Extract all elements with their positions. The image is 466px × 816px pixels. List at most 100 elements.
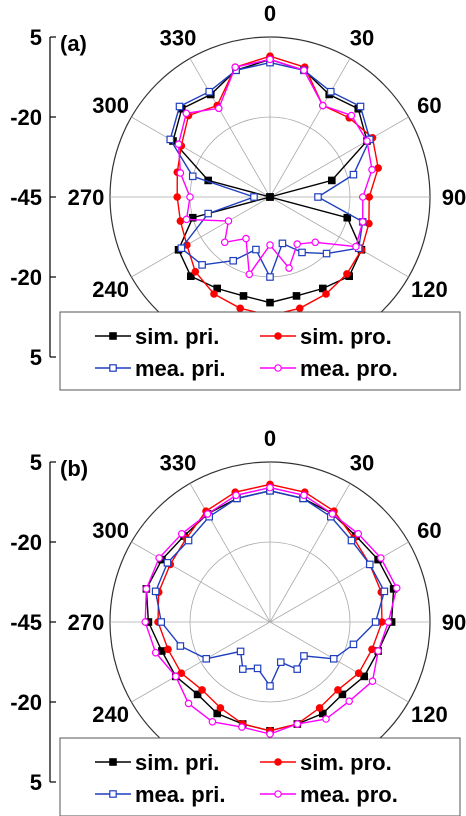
grid-spoke (189, 483, 271, 623)
marker (182, 215, 191, 224)
grid-spoke (269, 196, 409, 278)
marker (300, 66, 308, 75)
marker (363, 137, 371, 145)
marker (347, 111, 356, 120)
marker (354, 669, 363, 678)
marker (198, 261, 206, 269)
marker (210, 290, 218, 298)
marker (239, 292, 248, 300)
marker (157, 618, 166, 626)
marker (314, 193, 322, 201)
legend-label: mea. pro. (300, 782, 398, 807)
r-tick-label: -45 (10, 610, 42, 635)
marker (365, 193, 374, 201)
theta-tick-label: 240 (92, 702, 129, 727)
theta-tick-label: 30 (350, 450, 374, 475)
marker (365, 219, 373, 228)
marker (368, 677, 377, 686)
theta-tick-label: 30 (350, 25, 374, 50)
marker (177, 669, 186, 678)
marker (253, 664, 262, 673)
marker (328, 176, 336, 185)
theta-tick-label: 270 (68, 185, 105, 210)
marker (329, 654, 338, 663)
series-line (144, 486, 398, 735)
marker (368, 645, 376, 654)
marker (392, 584, 401, 592)
theta-tick-label: 300 (92, 93, 129, 118)
marker (356, 102, 365, 111)
legend-label: mea. pri. (135, 356, 225, 381)
marker (371, 618, 380, 626)
marker (158, 647, 166, 655)
marker (155, 554, 163, 562)
marker (236, 647, 245, 656)
marker (184, 699, 193, 708)
marker (250, 193, 258, 201)
marker (318, 101, 327, 110)
theta-tick-label: 60 (417, 93, 441, 118)
legend-label: mea. pro. (300, 356, 398, 381)
marker (319, 709, 327, 718)
marker (266, 241, 274, 249)
marker (176, 169, 185, 177)
marker (311, 238, 320, 247)
marker (298, 248, 306, 257)
theta-tick-label: 0 (264, 426, 276, 451)
marker (175, 102, 184, 111)
r-tick-label: 5 (30, 450, 42, 475)
grid-spoke (189, 58, 271, 198)
marker (182, 109, 191, 118)
marker (198, 686, 206, 694)
marker (343, 270, 351, 278)
marker (239, 665, 247, 673)
marker (274, 332, 282, 340)
marker (177, 529, 186, 538)
marker (349, 640, 358, 649)
r-tick-label: -20 (10, 690, 42, 715)
marker (204, 209, 212, 218)
marker (278, 239, 287, 248)
marker (266, 193, 274, 201)
marker (358, 218, 367, 226)
r-tick-label: 5 (30, 25, 42, 50)
marker (266, 55, 274, 64)
marker (193, 690, 202, 699)
panel-label: (b) (60, 456, 88, 481)
marker (345, 697, 353, 705)
marker (109, 758, 117, 766)
legend-label: sim. pri. (135, 324, 219, 349)
marker (296, 304, 304, 313)
theta-tick-label: 270 (68, 610, 105, 635)
marker (173, 193, 182, 201)
marker (174, 140, 183, 149)
marker (274, 364, 282, 372)
marker (213, 709, 222, 718)
r-tick-label: -45 (10, 185, 42, 210)
marker (164, 645, 172, 654)
r-tick-label: -20 (10, 105, 42, 130)
polar-chart: 0 30 60 90 120 240 270 300 330 -45 -20 -20 5 5 (a) sim.… (10, 1, 466, 391)
marker (266, 682, 274, 690)
marker (319, 284, 327, 293)
marker (171, 672, 180, 681)
legend-label: sim. pri. (135, 750, 219, 775)
marker (203, 510, 212, 518)
theta-tick-label: 120 (411, 702, 448, 727)
marker (213, 284, 222, 293)
marker (328, 510, 337, 518)
marker (352, 242, 360, 251)
marker (238, 723, 246, 731)
marker (354, 529, 363, 538)
marker (285, 264, 293, 272)
r-tick-label: -20 (10, 530, 42, 555)
marker (266, 483, 274, 492)
marker (266, 273, 274, 281)
marker (380, 587, 389, 596)
marker (293, 720, 302, 728)
grid-spoke (269, 621, 409, 703)
marker (322, 290, 330, 298)
marker (347, 536, 356, 545)
